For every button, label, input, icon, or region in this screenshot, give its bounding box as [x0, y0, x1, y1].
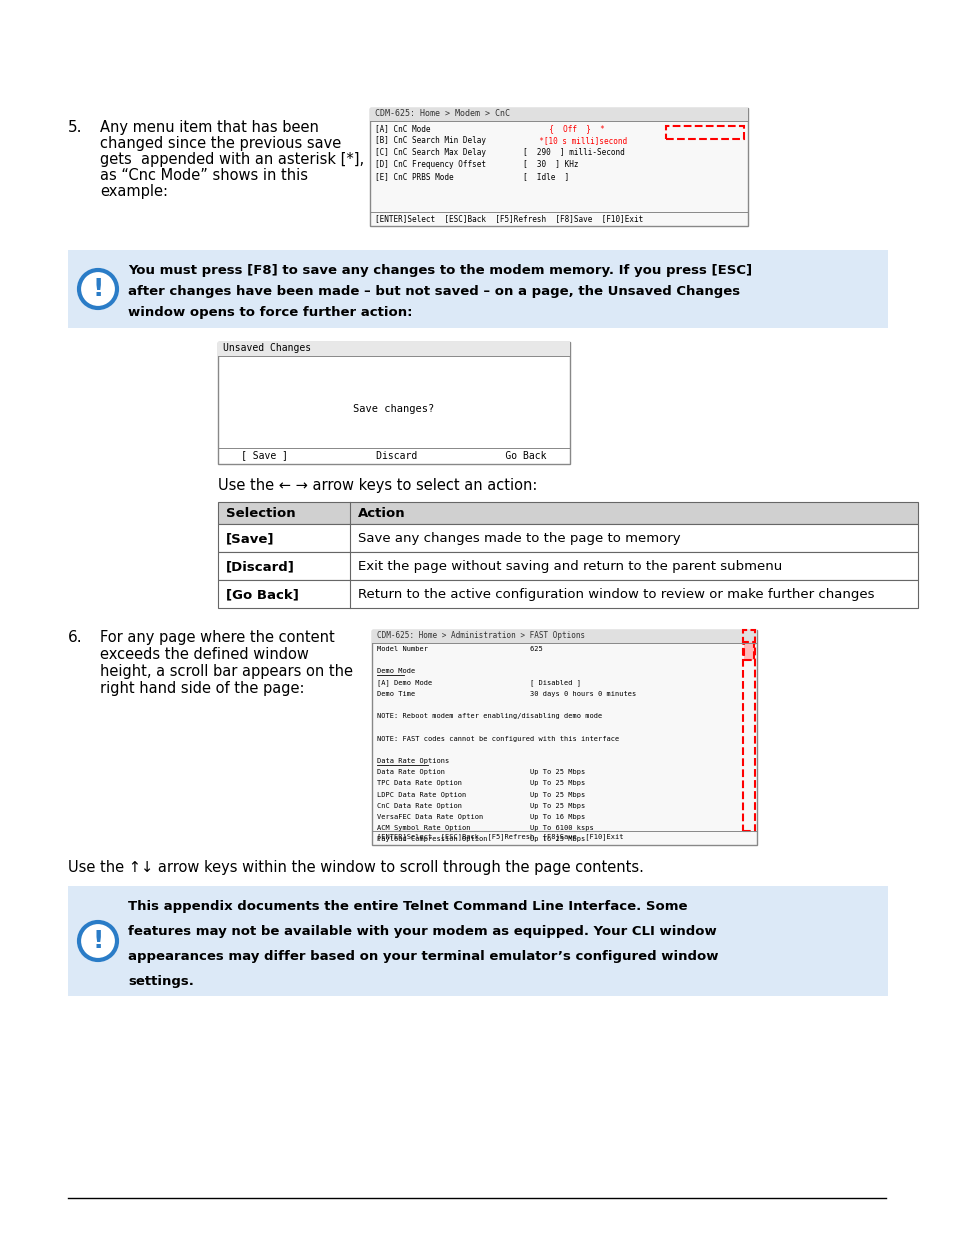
Text: Data Rate Options: Data Rate Options [376, 758, 449, 764]
Text: This appendix documents the entire Telnet Command Line Interface. Some: This appendix documents the entire Telne… [128, 900, 687, 913]
Text: [C] CnC Search Max Delay        [  290  ] milli-Second: [C] CnC Search Max Delay [ 290 ] milli-S… [375, 148, 624, 157]
Text: Save any changes made to the page to memory: Save any changes made to the page to mem… [357, 532, 679, 545]
Text: Save changes?: Save changes? [353, 404, 435, 414]
Text: [E] CnC PRBS Mode               [  Idle  ]: [E] CnC PRBS Mode [ Idle ] [375, 172, 569, 182]
Text: height, a scroll bar appears on the: height, a scroll bar appears on the [100, 664, 353, 679]
Text: exceeds the defined window: exceeds the defined window [100, 647, 309, 662]
Text: [ENTER]Select  [ESC]Back  [F5]Refresh  [F8]Save  [F10]Exit: [ENTER]Select [ESC]Back [F5]Refresh [F8]… [375, 214, 642, 224]
Text: VersaFEC Data Rate Option           Up To 16 Mbps: VersaFEC Data Rate Option Up To 16 Mbps [376, 814, 584, 820]
Text: 6.: 6. [68, 630, 83, 645]
FancyBboxPatch shape [218, 552, 917, 580]
Text: window opens to force further action:: window opens to force further action: [128, 306, 412, 319]
Text: Any menu item that has been: Any menu item that has been [100, 120, 318, 135]
Text: ACM Symbol Rate Option              Up To 6100 ksps: ACM Symbol Rate Option Up To 6100 ksps [376, 825, 593, 831]
Text: after changes have been made – but not saved – on a page, the Unsaved Changes: after changes have been made – but not s… [128, 285, 740, 298]
Text: [ Save ]               Discard               Go Back: [ Save ] Discard Go Back [241, 450, 546, 459]
Text: [Discard]: [Discard] [226, 559, 294, 573]
Text: Use the ← → arrow keys to select an action:: Use the ← → arrow keys to select an acti… [218, 478, 537, 493]
FancyBboxPatch shape [218, 580, 917, 608]
Text: [A] Demo Mode                       [ Disabled ]: [A] Demo Mode [ Disabled ] [376, 679, 580, 687]
FancyBboxPatch shape [743, 642, 753, 659]
Text: CDM-625: Home > Modem > CnC: CDM-625: Home > Modem > CnC [375, 109, 510, 119]
FancyBboxPatch shape [370, 107, 747, 226]
Text: Demo Time                           30 days 0 hours 0 minutes: Demo Time 30 days 0 hours 0 minutes [376, 690, 636, 697]
FancyBboxPatch shape [372, 630, 757, 643]
Text: example:: example: [100, 184, 168, 199]
Text: You must press [F8] to save any changes to the modem memory. If you press [ESC]: You must press [F8] to save any changes … [128, 264, 751, 277]
Text: gets  appended with an asterisk [*],: gets appended with an asterisk [*], [100, 152, 364, 167]
FancyBboxPatch shape [218, 342, 569, 356]
FancyBboxPatch shape [218, 501, 917, 524]
Text: TPC Data Rate Option                Up To 25 Mbps: TPC Data Rate Option Up To 25 Mbps [376, 781, 584, 787]
Text: Use the ↑↓ arrow keys within the window to scroll through the page contents.: Use the ↑↓ arrow keys within the window … [68, 860, 643, 876]
FancyBboxPatch shape [68, 249, 887, 329]
Text: *[10 s milli]second: *[10 s milli]second [530, 136, 626, 144]
Text: !: ! [92, 277, 104, 301]
Text: [D] CnC Frequency Offset        [  30  ] KHz: [D] CnC Frequency Offset [ 30 ] KHz [375, 161, 578, 169]
FancyBboxPatch shape [372, 630, 757, 845]
Text: Payload Compression Option          Up To 25 Mbps: Payload Compression Option Up To 25 Mbps [376, 836, 584, 842]
Text: 5.: 5. [68, 120, 82, 135]
Text: Demo Mode: Demo Mode [376, 668, 415, 674]
Text: [Save]: [Save] [226, 532, 274, 545]
Text: Return to the active configuration window to review or make further changes: Return to the active configuration windo… [357, 588, 874, 601]
Text: right hand side of the page:: right hand side of the page: [100, 680, 304, 697]
Text: LDPC Data Rate Option               Up To 25 Mbps: LDPC Data Rate Option Up To 25 Mbps [376, 792, 584, 798]
Text: Data Rate Option                    Up To 25 Mbps: Data Rate Option Up To 25 Mbps [376, 769, 584, 776]
Circle shape [78, 921, 118, 961]
Text: NOTE: FAST codes cannot be configured with this interface: NOTE: FAST codes cannot be configured wi… [376, 736, 618, 741]
Text: Action: Action [357, 508, 405, 520]
Text: [Go Back]: [Go Back] [226, 588, 298, 601]
Text: features may not be available with your modem as equipped. Your CLI window: features may not be available with your … [128, 925, 716, 939]
FancyBboxPatch shape [218, 524, 917, 552]
Text: Model Number                        625: Model Number 625 [376, 646, 542, 652]
Text: Exit the page without saving and return to the parent submenu: Exit the page without saving and return … [357, 559, 781, 573]
Text: [B] CnC Search Min Delay: [B] CnC Search Min Delay [375, 136, 514, 144]
FancyBboxPatch shape [68, 885, 887, 995]
Text: !: ! [92, 929, 104, 953]
Text: {  Off  }  *: { Off } * [539, 124, 604, 133]
Text: appearances may differ based on your terminal emulator’s configured window: appearances may differ based on your ter… [128, 950, 718, 963]
Circle shape [78, 269, 118, 309]
Text: [A] CnC Mode: [A] CnC Mode [375, 124, 514, 133]
Text: Selection: Selection [226, 508, 295, 520]
Text: changed since the previous save: changed since the previous save [100, 136, 341, 151]
Text: Unsaved Changes: Unsaved Changes [223, 343, 311, 353]
Text: settings.: settings. [128, 974, 193, 988]
Text: [ENTER]Select  [ESC]Back  [F5]Refresh  [F8]Save  [F10]Exit: [ENTER]Select [ESC]Back [F5]Refresh [F8]… [376, 832, 623, 840]
Text: NOTE: Reboot modem after enabling/disabling demo mode: NOTE: Reboot modem after enabling/disabl… [376, 713, 601, 719]
Text: as “Cnc Mode” shows in this: as “Cnc Mode” shows in this [100, 168, 308, 183]
Text: For any page where the content: For any page where the content [100, 630, 335, 645]
FancyBboxPatch shape [370, 107, 747, 121]
Text: CDM-625: Home > Administration > FAST Options: CDM-625: Home > Administration > FAST Op… [376, 631, 584, 640]
Text: CnC Data Rate Option                Up To 25 Mbps: CnC Data Rate Option Up To 25 Mbps [376, 803, 584, 809]
FancyBboxPatch shape [218, 342, 569, 464]
